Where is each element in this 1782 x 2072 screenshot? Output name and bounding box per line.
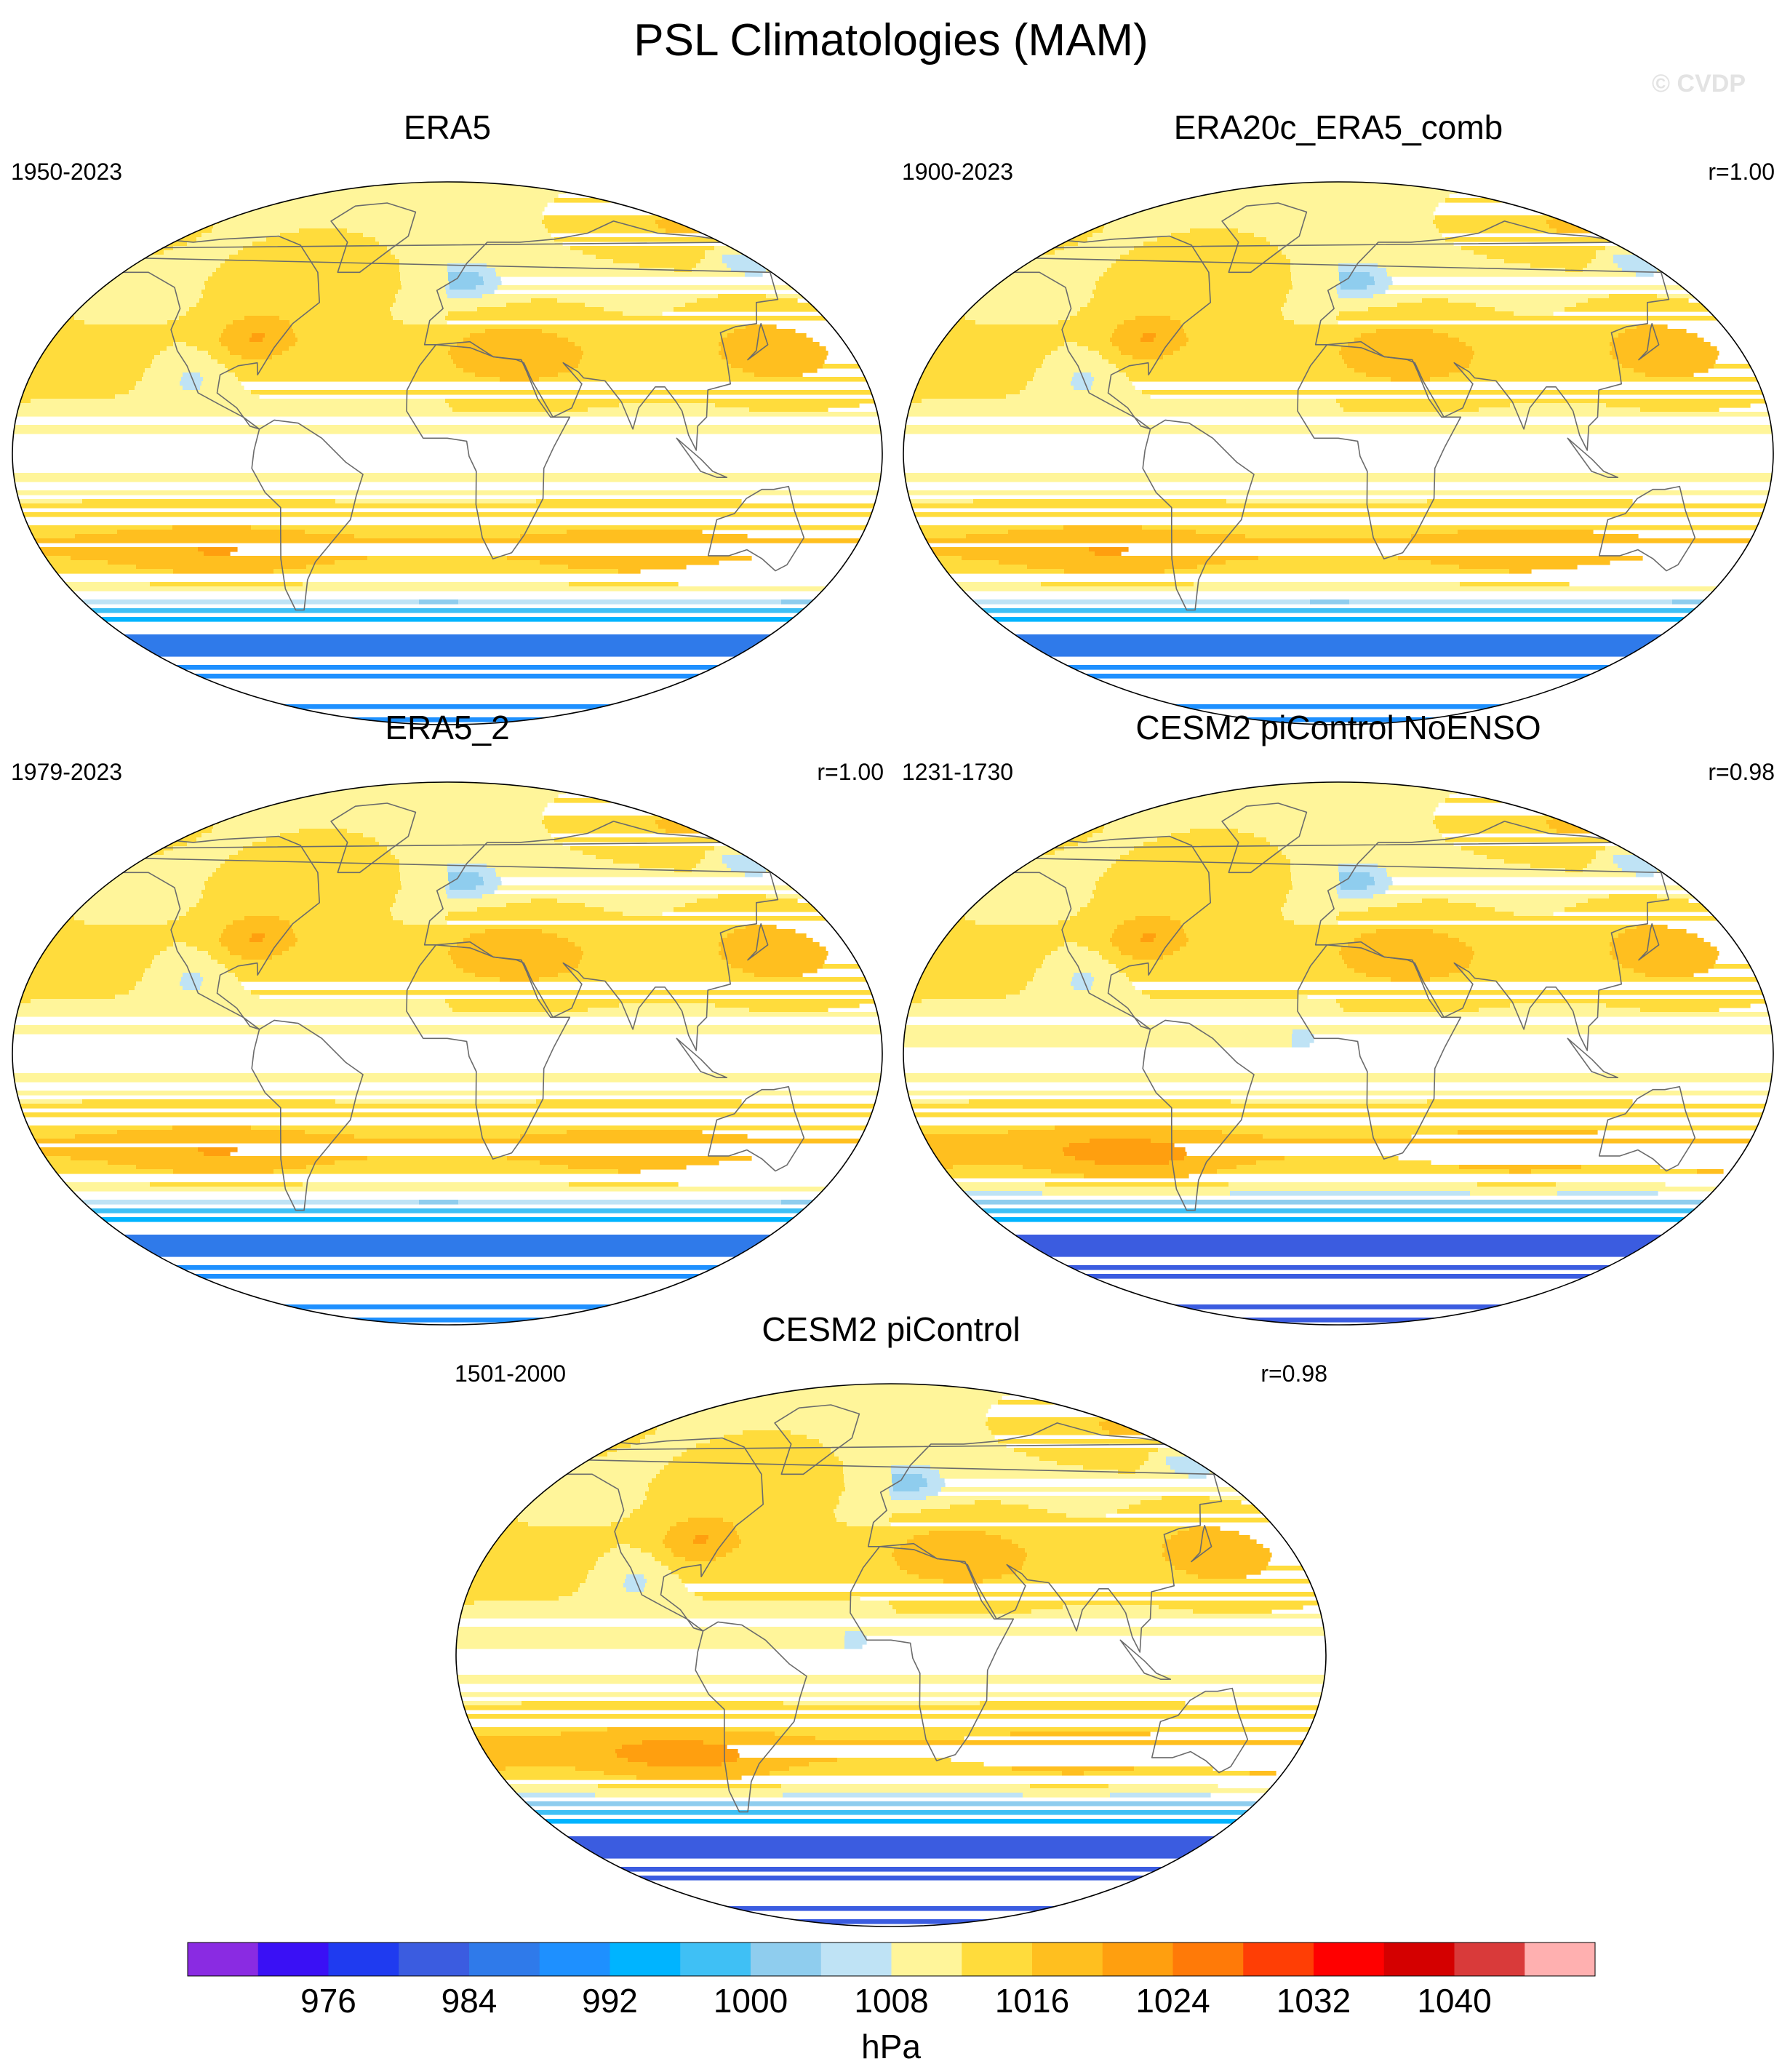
colorbar-tick-label: 1024 — [1135, 1982, 1210, 2020]
panel-period: 1501-2000 — [455, 1360, 567, 1387]
colorbar: 976 984 992 1000 1008 1016 1024 1032 1040 — [187, 1942, 1596, 2020]
psl-map — [12, 781, 883, 1326]
colorbar-swatch — [469, 1942, 540, 1976]
coastlines — [994, 202, 1696, 611]
panel-title: ERA5 — [403, 108, 492, 146]
panel-cesm2-picontrol: CESM2 piControl 1501-2000 r=0.98 — [455, 1310, 1327, 1927]
coastlines — [103, 202, 805, 611]
colorbar-tick-label: 1032 — [1276, 1982, 1351, 2020]
panel-title: CESM2 piControl NoENSO — [1135, 709, 1541, 746]
colorbar-units: hPa — [861, 2028, 921, 2065]
colorbar-tick-label: 984 — [441, 1982, 498, 2020]
colorbar-swatch — [539, 1942, 610, 1976]
colorbar-swatch — [399, 1942, 470, 1976]
panel-era5-2: ERA5_2 1979-2023 r=1.00 — [11, 708, 884, 1326]
panel-title: ERA5_2 — [385, 709, 510, 746]
colorbar-swatch — [1102, 1942, 1173, 1976]
colorbar-tick-label: 992 — [582, 1982, 638, 2020]
coastlines — [994, 802, 1696, 1211]
colorbar-swatch — [751, 1942, 822, 1976]
panel-period: 1900-2023 — [902, 159, 1014, 185]
panel-period: 1950-2023 — [11, 159, 123, 185]
psl-field — [12, 782, 882, 1323]
colorbar-swatch — [891, 1942, 962, 1976]
colorbar-swatch — [1172, 1942, 1244, 1976]
panel-correlation: r=1.00 — [817, 759, 884, 785]
colorbar-tick-label: 1000 — [714, 1982, 788, 2020]
cvdp-watermark: © CVDP — [1652, 70, 1746, 97]
psl-map — [12, 181, 883, 725]
colorbar-frame — [187, 1942, 1596, 1977]
panel-period: 1979-2023 — [11, 759, 123, 785]
colorbar-swatch — [1032, 1942, 1103, 1976]
psl-field — [12, 182, 882, 722]
coastlines — [103, 802, 805, 1211]
panel-correlation: r=0.98 — [1260, 1360, 1327, 1387]
panel-correlation: r=1.00 — [1708, 159, 1775, 185]
colorbar-swatch — [820, 1942, 892, 1976]
map-outline — [12, 181, 883, 725]
coastlines — [546, 1404, 1249, 1813]
panel-title: ERA20c_ERA5_comb — [1173, 108, 1503, 146]
colorbar-swatch — [328, 1942, 399, 1976]
colorbar-swatch — [610, 1942, 681, 1976]
colorbar-swatch — [1243, 1942, 1314, 1976]
psl-field — [456, 1384, 1326, 1924]
colorbar-tick-label: 976 — [300, 1982, 356, 2020]
colorbar-swatch — [257, 1942, 329, 1976]
colorbar-tick-label: 1008 — [854, 1982, 928, 2020]
colorbar-swatch — [1314, 1942, 1385, 1976]
psl-map — [455, 1383, 1327, 1927]
psl-map — [903, 781, 1774, 1326]
psl-map — [903, 181, 1774, 725]
psl-field — [903, 182, 1773, 722]
colorbar-swatch — [1454, 1942, 1525, 1976]
colorbar-swatch — [680, 1942, 751, 1976]
panel-period: 1231-1730 — [902, 759, 1014, 785]
panel-era20c-era5-comb: ERA20c_ERA5_comb 1900-2023 r=1.00 — [902, 108, 1775, 725]
map-outline — [903, 781, 1774, 1326]
map-outline — [455, 1383, 1327, 1927]
map-outline — [12, 781, 883, 1326]
colorbar-swatch — [962, 1942, 1033, 1976]
colorbar-tick-label: 1016 — [995, 1982, 1069, 2020]
panel-title: CESM2 piControl — [762, 1310, 1020, 1348]
colorbar-swatch — [188, 1942, 259, 1976]
panel-cesm2-picontrol-noenso: CESM2 piControl NoENSO 1231-1730 r=0.98 — [902, 708, 1775, 1326]
colorbar-swatch — [1383, 1942, 1455, 1976]
figure-title: PSL Climatologies (MAM) — [634, 15, 1148, 65]
colorbar-swatch — [1525, 1942, 1596, 1976]
colorbar-tick-label: 1040 — [1417, 1982, 1491, 2020]
map-outline — [903, 181, 1774, 725]
panel-correlation: r=0.98 — [1708, 759, 1775, 785]
panel-era5: ERA5 1950-2023 — [11, 108, 884, 725]
psl-field — [903, 782, 1773, 1323]
